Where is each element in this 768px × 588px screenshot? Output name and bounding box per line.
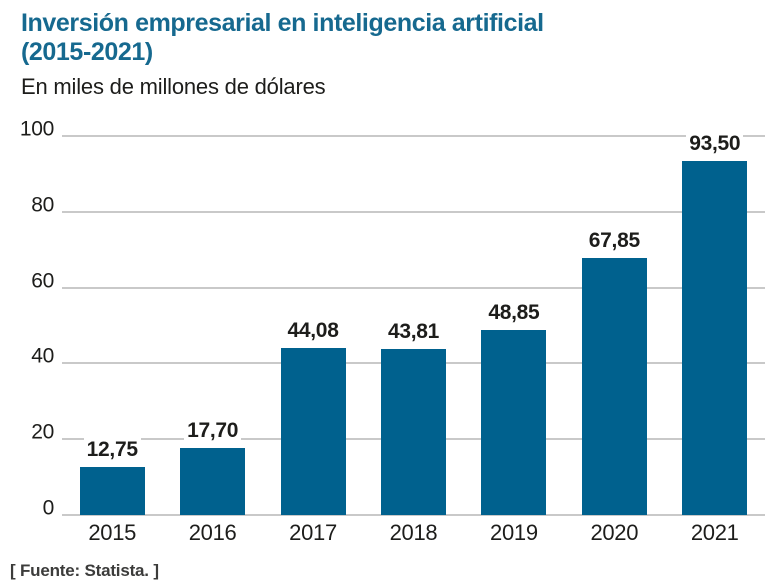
x-axis-label-2021: 2021 [690, 520, 739, 545]
x-axis-labels: 2015 2016 2017 2018 2019 2020 2021 [62, 520, 765, 546]
page-title-line1: Inversión empresarial en inteligencia ar… [21, 9, 544, 37]
x-axis-label-2017: 2017 [289, 520, 337, 545]
x-axis-label-2015: 2015 [88, 520, 137, 545]
gridline-60 [62, 286, 765, 289]
x-axis-label-2020: 2020 [590, 520, 639, 545]
bar-column-2021: 93,50 [665, 131, 765, 515]
page-title: Inversión empresarial en inteligencia ar… [21, 9, 748, 67]
bar-chart: 0 20 40 60 80 100 12,75 17,70 44,08 43,81 48,85 67,… [0, 117, 768, 546]
bar [79, 466, 145, 515]
y-axis-label-100: 100 [19, 117, 54, 141]
bar-column-2019: 48,85 [464, 136, 564, 515]
x-axis-label-2016: 2016 [188, 520, 237, 545]
bar-column-2015: 12,75 [62, 136, 162, 515]
bar [380, 348, 446, 515]
bar-column-2018: 43,81 [363, 136, 463, 515]
chart-subtitle: En miles de millones de dólares [21, 74, 326, 99]
bar-value-label: 12,75 [83, 437, 141, 462]
gridline-0 [62, 514, 765, 516]
bar [481, 329, 547, 515]
bar-value-label: 44,08 [284, 318, 342, 343]
bar-value-label: 48,85 [485, 300, 543, 325]
x-axis-label-2018: 2018 [389, 520, 438, 545]
y-axis-label-60: 60 [31, 268, 54, 292]
bar [280, 347, 346, 515]
x-axis-label-2019: 2019 [490, 520, 538, 545]
source-note: [ Fuente: Statista. ] [10, 561, 159, 580]
bar-value-label: 17,70 [184, 418, 242, 443]
page-title-line2: (2015-2021) [21, 38, 153, 66]
y-axis-label-40: 40 [31, 344, 54, 368]
bar-value-label: 67,85 [585, 228, 643, 253]
bar-column-2020: 67,85 [564, 136, 664, 515]
bar-value-label: 43,81 [384, 319, 442, 344]
chart-header: Inversión empresarial en inteligencia ar… [0, 0, 768, 100]
bar-value-label: 93,50 [686, 131, 744, 156]
bar-column-2017: 44,08 [263, 136, 363, 515]
bar-columns: 12,75 17,70 44,08 43,81 48,85 67,85 93,50 [62, 131, 765, 515]
y-axis-label-80: 80 [31, 193, 54, 217]
gridline-100 [62, 135, 765, 137]
bar [581, 257, 647, 515]
bar-column-2016: 17,70 [162, 136, 262, 515]
gridline-80 [62, 210, 765, 213]
bar [682, 160, 748, 515]
plot-area: 0 20 40 60 80 100 12,75 17,70 44,08 43,81 48,85 67,… [20, 117, 765, 519]
bar [180, 447, 246, 515]
y-axis-label-0: 0 [42, 496, 55, 520]
y-axis-label-20: 20 [31, 420, 54, 444]
